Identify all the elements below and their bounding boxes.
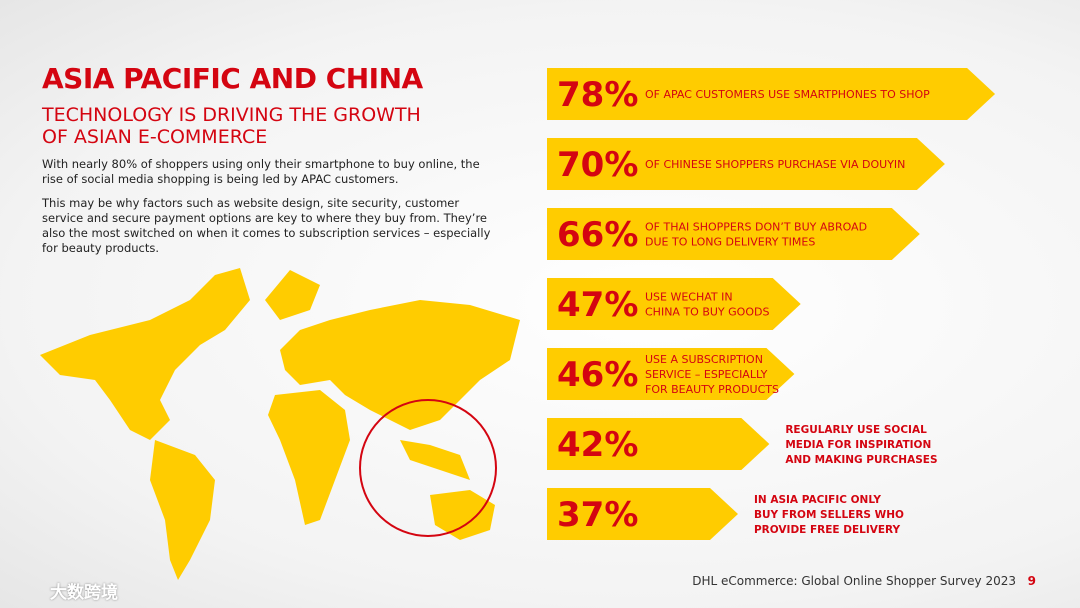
stat-description: BUY FROM SELLERS WHO [754,509,904,521]
watermark: 大数跨境 [50,583,118,603]
stat-description: USE A SUBSCRIPTION [645,353,763,366]
paragraph: This may be why factors such as website … [42,196,491,255]
stat-description: IN ASIA PACIFIC ONLY [754,494,881,506]
stat-value: 66% [557,215,638,255]
world-map [40,268,520,580]
stat-bar [547,278,801,330]
stat-value: 47% [557,285,638,325]
stat-value: 70% [557,145,638,185]
stat-description: OF APAC CUSTOMERS USE SMARTPHONES TO SHO… [645,88,930,101]
stat-value: 42% [557,425,638,465]
stat-value: 78% [557,75,638,115]
title: ASIA PACIFIC AND CHINA [42,62,423,95]
stat-description: OF THAI SHOPPERS DON’T BUY ABROAD [645,221,867,234]
source: DHL eCommerce: Global Online Shopper Sur… [692,574,1016,588]
stat-bar [547,208,920,260]
stat-bar [547,138,945,190]
page-number: 9 [1027,574,1036,588]
stat-description: REGULARLY USE SOCIAL [785,424,927,436]
stat-bar [547,348,795,400]
paragraph: With nearly 80% of shoppers using only t… [42,157,480,186]
stat-bar [547,488,738,540]
stat-description: CHINA TO BUY GOODS [645,306,769,319]
highlight-circle [359,399,497,537]
stat-description: PROVIDE FREE DELIVERY [754,524,901,536]
subtitle: TECHNOLOGY IS DRIVING THE GROWTH OF ASIA… [42,104,421,148]
stat-description: FOR BEAUTY PRODUCTS [645,383,779,396]
stat-description: USE WECHAT IN [645,291,733,304]
stat-bar [547,68,996,120]
stat-description: AND MAKING PURCHASES [785,454,937,466]
stat-description: SERVICE – ESPECIALLY [645,368,768,381]
stat-value: 37% [557,495,638,535]
stat-value: 46% [557,355,638,395]
stat-description: MEDIA FOR INSPIRATION [785,439,931,451]
stat-description: DUE TO LONG DELIVERY TIMES [645,236,815,249]
stat-bar [547,418,770,470]
stat-description: OF CHINESE SHOPPERS PURCHASE VIA DOUYIN [645,158,905,171]
